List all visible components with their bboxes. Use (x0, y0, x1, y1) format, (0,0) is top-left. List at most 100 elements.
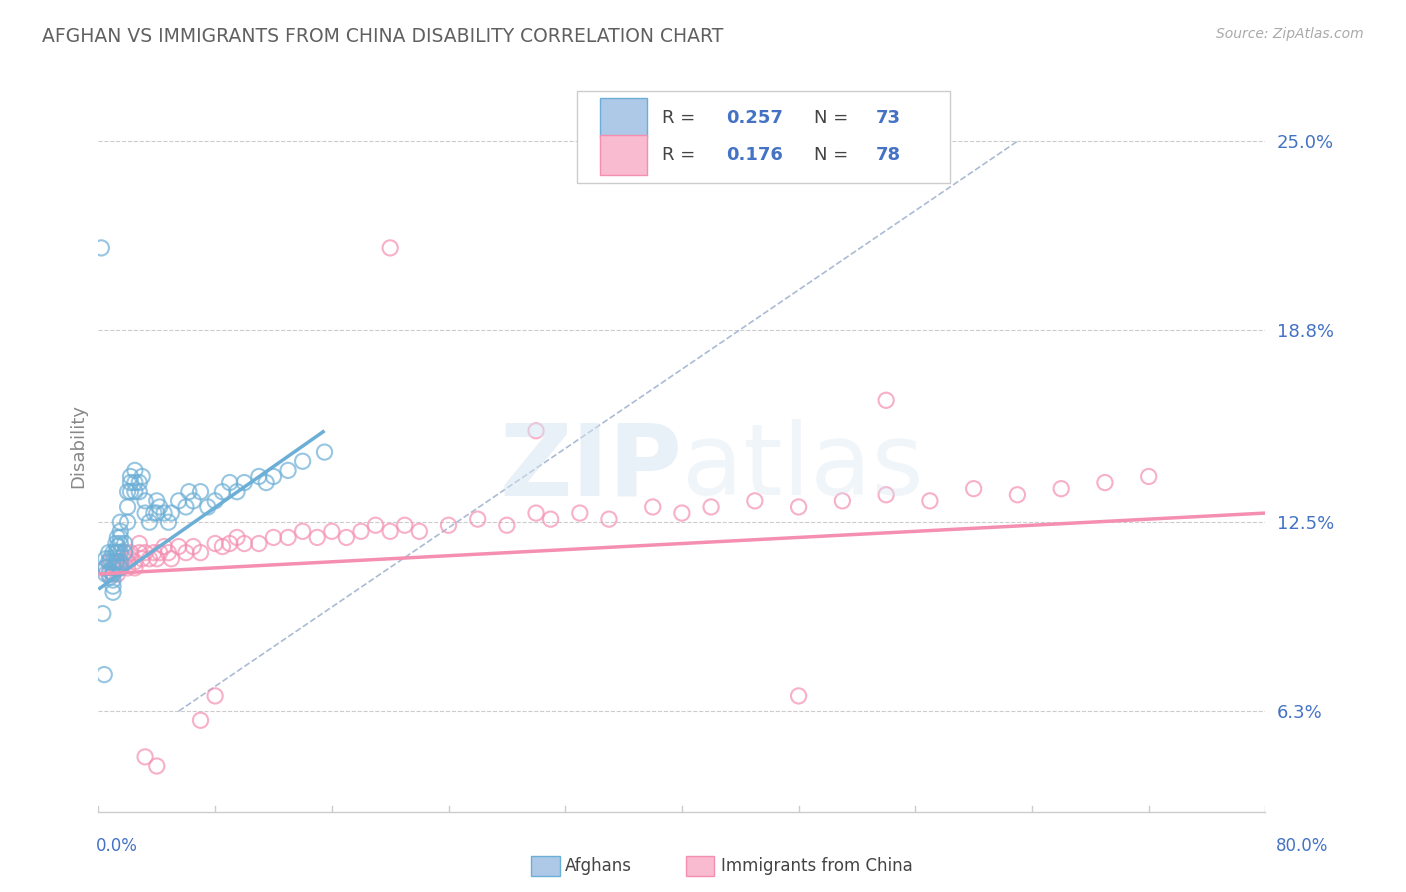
Point (1050, 482, 1073, 496)
Text: N =: N = (814, 146, 853, 164)
Point (160, 551, 183, 566)
Point (120, 546, 142, 560)
Point (98, 551, 121, 566)
Point (247, 536, 270, 550)
Point (408, 524, 430, 539)
Point (114, 551, 136, 566)
Point (254, 475, 277, 490)
Text: 0.0%: 0.0% (96, 837, 138, 855)
Point (110, 555, 132, 569)
Text: R =: R = (662, 146, 702, 164)
Text: 0.257: 0.257 (727, 110, 783, 128)
Point (105, 540, 128, 554)
Point (437, 518, 460, 533)
Point (524, 506, 547, 520)
Point (167, 494, 190, 508)
Point (97, 567, 120, 582)
Point (101, 585, 124, 599)
Point (124, 555, 146, 569)
Point (120, 551, 142, 566)
Point (110, 546, 132, 560)
Point (157, 546, 180, 560)
Point (117, 515, 139, 529)
Point (1094, 475, 1116, 490)
Text: atlas: atlas (682, 419, 924, 516)
Point (114, 536, 136, 550)
Point (131, 469, 153, 483)
Point (94, 561, 117, 575)
Point (321, 524, 343, 539)
Point (204, 536, 226, 550)
Point (94, 561, 117, 575)
Point (149, 546, 172, 560)
Point (262, 469, 284, 483)
Point (105, 530, 128, 544)
Text: N =: N = (814, 110, 853, 128)
Point (875, 488, 897, 502)
Point (124, 463, 146, 477)
Point (314, 445, 336, 459)
Point (94, 551, 117, 566)
Point (540, 512, 562, 526)
Point (875, 393, 897, 408)
Text: 80.0%: 80.0% (1277, 837, 1329, 855)
Point (204, 689, 226, 703)
Point (120, 484, 142, 499)
Point (90, 241, 112, 255)
Point (247, 469, 270, 483)
Point (124, 484, 146, 499)
Point (291, 524, 314, 539)
Point (350, 524, 373, 539)
Point (98, 564, 121, 578)
Point (110, 530, 132, 544)
Point (110, 561, 132, 575)
Text: R =: R = (662, 110, 702, 128)
Point (211, 484, 233, 499)
Point (101, 579, 124, 593)
Point (277, 463, 299, 477)
Point (134, 494, 156, 508)
Point (190, 484, 212, 499)
Point (146, 759, 169, 773)
Point (104, 555, 127, 569)
Point (131, 551, 153, 566)
Point (1137, 469, 1160, 483)
Point (181, 540, 204, 554)
Point (142, 546, 165, 560)
Point (568, 506, 591, 520)
Point (146, 494, 169, 508)
Point (93, 667, 115, 681)
Point (380, 524, 402, 539)
Point (117, 555, 139, 569)
Point (117, 484, 139, 499)
Point (138, 551, 160, 566)
Point (146, 506, 169, 520)
Point (197, 500, 219, 514)
Point (128, 484, 150, 499)
Point (134, 546, 156, 560)
Text: AFGHAN VS IMMIGRANTS FROM CHINA DISABILITY CORRELATION CHART: AFGHAN VS IMMIGRANTS FROM CHINA DISABILI… (42, 27, 724, 45)
Point (114, 546, 136, 560)
Point (174, 546, 197, 560)
Point (98, 570, 121, 584)
Point (160, 506, 183, 520)
FancyBboxPatch shape (600, 135, 647, 175)
Point (101, 561, 124, 575)
Point (204, 494, 226, 508)
Point (744, 494, 766, 508)
Point (211, 540, 233, 554)
Point (394, 518, 416, 533)
Point (142, 506, 165, 520)
Point (104, 555, 127, 569)
FancyBboxPatch shape (600, 98, 647, 138)
Point (524, 424, 547, 438)
Point (110, 561, 132, 575)
Point (177, 484, 200, 499)
Point (97, 546, 120, 560)
Point (114, 546, 136, 560)
Point (105, 567, 128, 582)
Point (104, 536, 127, 550)
Point (91, 607, 114, 621)
Point (598, 512, 620, 526)
Point (128, 475, 150, 490)
